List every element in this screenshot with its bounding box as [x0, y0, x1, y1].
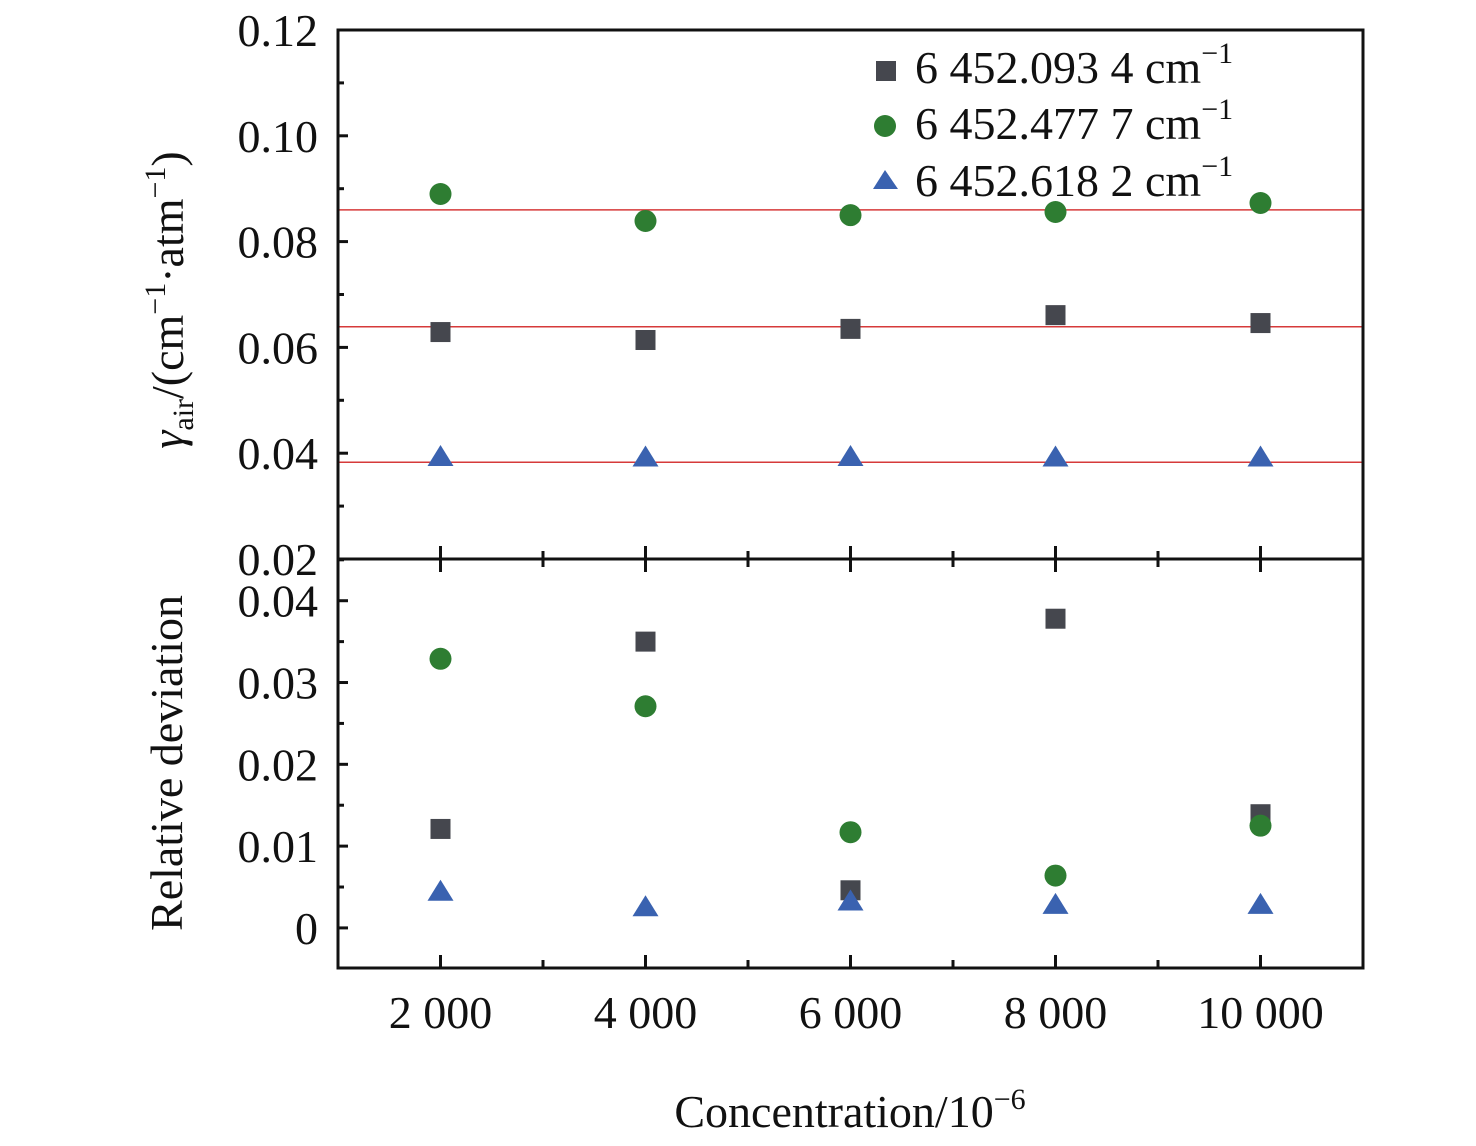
bottom-point-s2-1 [429, 647, 452, 670]
top-point-s3-5 [1247, 445, 1274, 467]
bottom-y-tick-label: 0.03 [238, 658, 319, 709]
bottom-point-s2-4 [1044, 864, 1067, 887]
bottom-point-s2-5 [1249, 814, 1272, 837]
top-y-axis-title: γair/(cm−1·atm−1) [139, 151, 200, 449]
bottom-y-tick-label: 0.01 [238, 821, 319, 872]
top-point-s3-3 [837, 444, 864, 466]
top-y-tick-label: 0.02 [238, 534, 319, 585]
top-point-s2-1 [429, 182, 452, 205]
top-point-s1-1 [430, 322, 451, 343]
x-tick-label: 2 000 [389, 987, 493, 1038]
legend-square-marker [876, 61, 896, 81]
legend-label-1: 6 452.093 4 cm−1 [915, 37, 1233, 93]
bottom-y-axis-title: Relative deviation [141, 595, 192, 931]
legend-circle-marker [874, 115, 896, 137]
bottom-point-s1-2 [635, 631, 656, 652]
bottom-point-s3-3 [837, 889, 864, 911]
x-tick-label: 6 000 [799, 987, 903, 1038]
bottom-point-s2-3 [839, 821, 862, 844]
bottom-point-s3-4 [1042, 892, 1069, 914]
legend-triangle-marker [873, 170, 898, 189]
top-y-tick-label: 0.12 [238, 5, 319, 56]
chart-marks [338, 182, 1363, 917]
top-point-s2-2 [634, 209, 657, 232]
x-tick-label: 4 000 [594, 987, 698, 1038]
bottom-y-tick-label: 0.02 [238, 739, 319, 790]
legend-label-3: 6 452.618 2 cm−1 [915, 150, 1233, 206]
bottom-point-s3-2 [632, 895, 659, 917]
top-point-s2-4 [1044, 200, 1067, 223]
top-y-tick-label: 0.10 [238, 111, 319, 162]
bottom-point-s2-2 [634, 695, 657, 718]
top-y-tick-label: 0.06 [238, 322, 319, 373]
top-y-tick-label: 0.04 [238, 428, 319, 479]
legend: 6 452.093 4 cm−1 6 452.477 7 cm−1 6 452.… [873, 37, 1233, 206]
bottom-point-s3-1 [427, 879, 454, 901]
top-point-s3-1 [427, 444, 454, 466]
axis-ticks: 0.020.040.060.080.100.1200.010.020.030.0… [238, 5, 1365, 1038]
bottom-y-tick-label: 0.04 [238, 576, 319, 627]
bottom-point-s1-1 [430, 818, 451, 839]
top-point-s3-4 [1042, 445, 1069, 467]
x-axis-title: Concentration/10−6 [674, 1083, 1025, 1137]
top-point-s2-5 [1249, 191, 1272, 214]
x-tick-label: 10 000 [1197, 987, 1324, 1038]
top-point-s1-3 [840, 318, 861, 339]
top-point-s1-4 [1045, 305, 1066, 326]
x-tick-label: 8 000 [1004, 987, 1108, 1038]
top-point-s2-3 [839, 204, 862, 227]
top-point-s1-5 [1250, 313, 1271, 334]
top-point-s1-2 [635, 329, 656, 350]
bottom-point-s1-4 [1045, 608, 1066, 629]
top-point-s3-2 [632, 445, 659, 467]
top-y-tick-label: 0.08 [238, 217, 319, 268]
bottom-point-s3-5 [1247, 892, 1274, 914]
legend-label-2: 6 452.477 7 cm−1 [915, 93, 1233, 149]
bottom-y-tick-label: 0 [295, 903, 318, 954]
